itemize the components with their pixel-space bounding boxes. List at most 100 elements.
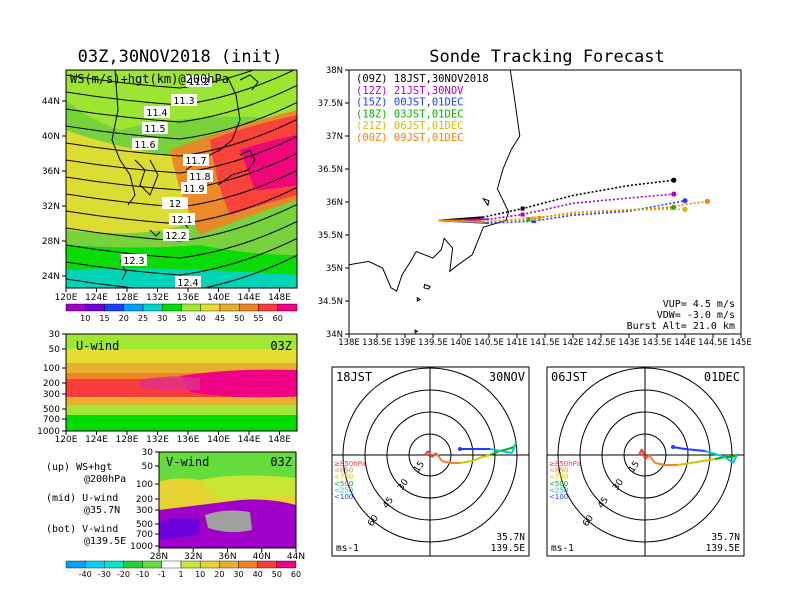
v-colorbar-swatch bbox=[104, 560, 124, 569]
ws-colorbar-swatch bbox=[142, 303, 163, 312]
ws-y-tick-label: 44N bbox=[42, 97, 60, 107]
contour-label-box bbox=[162, 197, 188, 209]
contour-label-box bbox=[175, 276, 201, 288]
contour-label-box bbox=[132, 138, 158, 150]
u-x-tick-label: 124E bbox=[85, 435, 108, 445]
u-x-tick-label: 132E bbox=[146, 435, 169, 445]
hodo-trace-segment bbox=[427, 450, 433, 458]
v-lower-west bbox=[159, 517, 200, 540]
track-burst-marker-2 bbox=[531, 219, 536, 224]
hodo-trace-segment bbox=[507, 446, 515, 450]
ws-colorbar: 10 15 20 25 30 35 40 45 50 55 60 bbox=[65, 303, 298, 323]
island-0 bbox=[423, 283, 431, 290]
ws-colorbar-label: 20 bbox=[119, 314, 129, 323]
u-x-tick-label: 136E bbox=[177, 435, 200, 445]
height-contours bbox=[66, 70, 297, 288]
ws-colorbar-swatch bbox=[162, 303, 182, 312]
hodo-lon: 139.5E bbox=[706, 543, 741, 554]
ws-colorbar-swatch bbox=[65, 303, 86, 312]
hodo-trace-segment bbox=[471, 456, 483, 462]
track-x-tick-label: 144.5E bbox=[698, 338, 728, 348]
v-colorbar-swatch bbox=[238, 560, 258, 569]
hodo-time-label: 06JST bbox=[551, 370, 587, 384]
v-wind-field bbox=[159, 452, 296, 548]
contour-label-box bbox=[171, 94, 197, 106]
legend-entry-4: (21Z) 06JST,01DEC bbox=[356, 120, 463, 132]
honshu-coast bbox=[349, 70, 521, 292]
track-burst-marker-0 bbox=[520, 206, 525, 211]
note-bot-b: @139.5E bbox=[84, 536, 126, 547]
note-mid-b: @35.7N bbox=[84, 505, 120, 516]
ws-coast-1 bbox=[134, 159, 159, 196]
hodograph-18jst: 18JST 30NOV15304560≥850hPa<850<700<500<25… bbox=[331, 366, 530, 557]
hodo-time-label: 18JST bbox=[336, 370, 372, 384]
v-colorbar-label: -30 bbox=[98, 570, 111, 579]
track-y-tick-label: 35N bbox=[326, 264, 343, 274]
v-wind-panel: V-wind 03Z 28N 32N 36N 40N 44N 30 50 100 200300… bbox=[65, 448, 305, 579]
track-y-ticks: 34N 34.5N 35N 35.5N 36N 36.5N 37N 37.5N 38N bbox=[318, 66, 349, 340]
contour-label: 11.7 bbox=[185, 156, 206, 167]
note-mid-a: (mid) U-wind bbox=[46, 493, 118, 504]
hodo-ring-label: 60 bbox=[366, 513, 381, 528]
hodo-trace-segment bbox=[690, 460, 704, 464]
track-x-tick-label: 139E bbox=[394, 338, 416, 348]
track-dashed-5 bbox=[438, 200, 708, 223]
v-colorbar-swatch bbox=[142, 560, 163, 569]
track-y-tick-label: 36N bbox=[326, 198, 343, 208]
track-x-ticks: 138E 138.5E 139E 139.5E 140E 140.5E 141E 141.5E… bbox=[338, 334, 752, 348]
track-dashed-0 bbox=[438, 179, 674, 222]
v-colorbar-label: 30 bbox=[233, 570, 243, 579]
island-1 bbox=[416, 296, 422, 302]
ws-colorbar-label: 40 bbox=[196, 314, 206, 323]
track-legend: (09Z) 18JST,30NOV2018(12Z) 21JST,30NOV(1… bbox=[356, 73, 489, 144]
hodo-units: ms-1 bbox=[336, 543, 359, 554]
v-y-tick-label: 30 bbox=[142, 448, 154, 458]
u-band-2 bbox=[66, 363, 297, 373]
v-colorbar-swatch bbox=[276, 560, 297, 569]
u-band-6 bbox=[66, 405, 297, 415]
hodo-trace-segment bbox=[648, 454, 656, 464]
u-band-5 bbox=[66, 397, 297, 405]
height-contour-2 bbox=[66, 84, 297, 123]
tracking-panel: Sonde Tracking Forecast (09Z) 18JST,30NO… bbox=[318, 47, 752, 348]
track-end-point-5 bbox=[704, 198, 711, 204]
v-colorbar-swatch bbox=[161, 560, 182, 569]
island-2 bbox=[414, 329, 419, 334]
contour-label: 12.2 bbox=[165, 231, 186, 242]
track-x-tick-label: 141E bbox=[506, 338, 528, 348]
v-colorbar-swatch bbox=[65, 560, 86, 569]
track-y-tick-label: 36.5N bbox=[318, 165, 343, 175]
u-wind-field bbox=[66, 334, 297, 431]
ws-y-tick-label: 24N bbox=[42, 272, 60, 282]
v-colorbar-swatch bbox=[257, 560, 278, 569]
hodo-level-legend: <250 bbox=[334, 486, 353, 494]
u-jet-core bbox=[180, 369, 297, 398]
contour-label: 12 bbox=[169, 199, 181, 210]
contour-label: 11.5 bbox=[144, 124, 165, 135]
track-y-tick-label: 34.5N bbox=[318, 297, 343, 307]
hodo-ring-label: 15 bbox=[412, 460, 427, 475]
hodo-ring-label: 15 bbox=[627, 460, 642, 475]
hodo-level-legend: ≥850hPa bbox=[549, 460, 581, 468]
hodo-lat: 35.7N bbox=[496, 532, 525, 543]
u-jet-core-west bbox=[140, 376, 200, 391]
v-wind-time: 03Z bbox=[270, 455, 292, 469]
contour-label: 11.4 bbox=[146, 108, 167, 119]
legend-entry-3: (18Z) 03JST,01DEC bbox=[356, 108, 463, 120]
u-band-0 bbox=[66, 334, 297, 349]
ws-x-tick-label: 132E bbox=[146, 293, 169, 303]
hodo-trace-segment bbox=[724, 456, 734, 464]
ws-x-tick-label: 140E bbox=[207, 293, 230, 303]
ws-y-tick-label: 36N bbox=[42, 167, 60, 177]
hodo-level-legend: <100 bbox=[334, 493, 353, 501]
contour-label-box bbox=[183, 154, 209, 166]
v-upper-green bbox=[159, 452, 296, 483]
track-burst-marker-1 bbox=[520, 212, 525, 217]
track-end-point-0 bbox=[671, 177, 677, 183]
contour-label: 12.1 bbox=[171, 215, 192, 226]
u-y-tick-label: 100 bbox=[43, 364, 60, 374]
u-x-tick-label: 144E bbox=[238, 435, 261, 445]
contour-label-box bbox=[186, 75, 212, 87]
v-colorbar-label: 60 bbox=[291, 570, 301, 579]
